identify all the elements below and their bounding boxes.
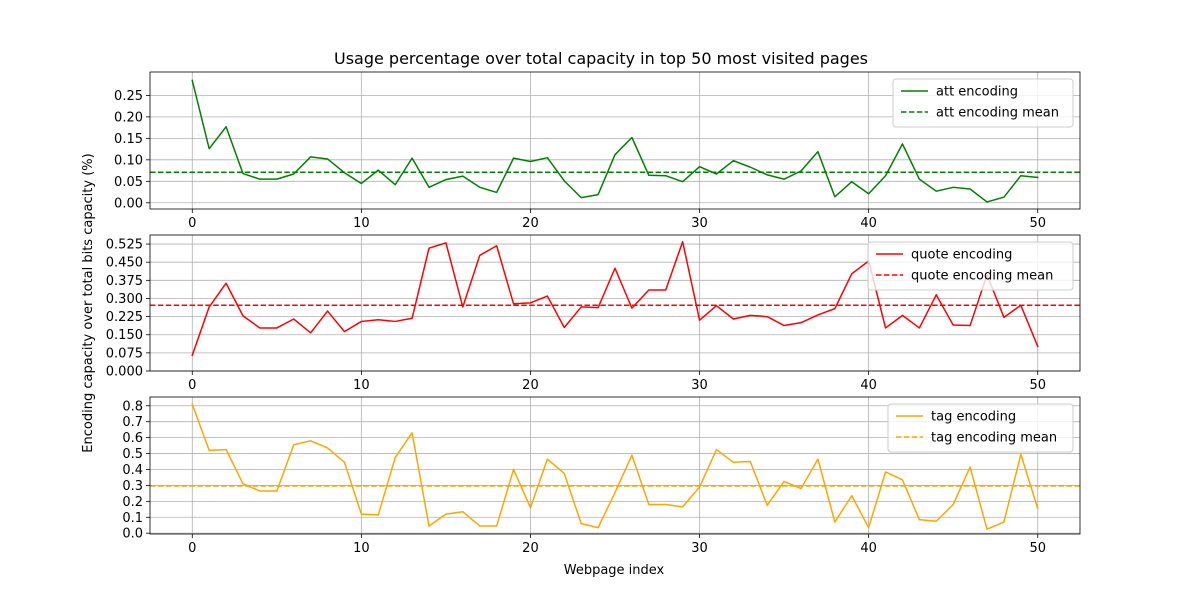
y-tick-label: 0.1 [122, 511, 143, 526]
legend-label: att encoding mean [936, 106, 1059, 121]
x-axis-ticks: 0 10 20 30 40 50 [188, 209, 1046, 231]
legend-label: quote encoding [911, 248, 1012, 263]
y-axis-ticks: 0.00.10.20.30.40.50.60.70.8 [122, 399, 150, 542]
legend-box [867, 241, 1074, 291]
y-tick-label: 0.375 [106, 274, 143, 289]
x-tick-label: 10 [353, 378, 370, 393]
x-tick-label: 20 [522, 541, 539, 556]
chart-title: Usage percentage over total capacity in … [334, 49, 868, 68]
y-tick-label: 0.450 [106, 256, 143, 271]
x-axis-ticks: 0 10 20 30 40 50 [188, 534, 1046, 556]
y-axis-label: Encoding capacity over total bits capaci… [81, 153, 96, 452]
x-tick-label: 0 [188, 541, 196, 556]
y-tick-label: 0.300 [106, 292, 143, 307]
legend: tag encoding tag encoding mean [887, 403, 1074, 453]
y-tick-label: 0.05 [114, 175, 143, 190]
legend-label: tag encoding [931, 410, 1016, 425]
series-line [191, 79, 1039, 203]
axes-frame [149, 396, 1081, 535]
legend-label: tag encoding mean [931, 431, 1057, 446]
axes-frame [149, 234, 1081, 372]
y-axis-ticks: 0.00 0.05 0.10 0.15 0.20 0.25 [114, 89, 150, 211]
y-tick-label: 0.7 [122, 415, 143, 430]
x-tick-label: 50 [1029, 541, 1046, 556]
x-axis-ticks: 0 10 20 30 40 50 [188, 371, 1046, 393]
y-tick-label: 0.6 [122, 431, 143, 446]
y-tick-label: 0.3 [122, 479, 143, 494]
x-tick-label: 20 [522, 216, 539, 231]
y-tick-label: 0.225 [106, 310, 143, 325]
x-tick-label: 40 [860, 378, 877, 393]
x-tick-label: 40 [860, 216, 877, 231]
x-tick-label: 10 [353, 541, 370, 556]
x-tick-label: 30 [691, 541, 708, 556]
y-tick-label: 0.20 [114, 110, 143, 125]
grid-lines [150, 397, 1080, 534]
y-tick-label: 0.00 [114, 196, 143, 211]
y-tick-label: 0.15 [114, 132, 143, 147]
subplot-2: 0 10 20 30 40 50 0.000 0.075 0.150 0.225 0.300 0.37… [106, 234, 1081, 393]
x-tick-label: 50 [1029, 216, 1046, 231]
y-tick-label: 0.8 [122, 399, 143, 414]
x-tick-label: 10 [353, 216, 370, 231]
series-line [191, 240, 1039, 357]
y-tick-label: 0.075 [106, 346, 143, 361]
y-tick-label: 0.5 [122, 447, 143, 462]
legend-box [892, 78, 1074, 128]
x-tick-label: 30 [691, 378, 708, 393]
x-tick-label: 40 [860, 541, 877, 556]
y-tick-label: 0.25 [114, 89, 143, 104]
x-axis-label: Webpage index [564, 563, 665, 578]
x-tick-label: 0 [188, 378, 196, 393]
subplot-3: 0 10 20 30 40 50 0.00.10.20.30.40.50.60.70.8 ta… [122, 396, 1081, 556]
series-line [191, 403, 1039, 530]
subplot-layer: 0 10 20 30 40 500.000.050.100.150.200.25 att e… [106, 71, 1081, 556]
x-tick-label: 20 [522, 378, 539, 393]
x-tick-label: 0 [188, 216, 196, 231]
legend-box [887, 403, 1074, 453]
axes-frame [149, 71, 1081, 210]
y-tick-label: 0.0 [122, 527, 143, 542]
legend: quote encoding quote encoding mean [867, 241, 1074, 291]
x-tick-label: 50 [1029, 378, 1046, 393]
y-tick-label: 0.10 [114, 153, 143, 168]
legend-label: att encoding [936, 85, 1018, 100]
y-tick-label: 0.525 [106, 238, 143, 253]
subplot-1: 0 10 20 30 40 50 0.00 0.05 0.10 0.15 0.20 0.25 att e… [114, 71, 1081, 231]
y-tick-label: 0.4 [122, 463, 143, 478]
y-tick-label: 0.150 [106, 328, 143, 343]
y-tick-label: 0.2 [122, 495, 143, 510]
y-axis-ticks: 0.000 0.075 0.150 0.225 0.300 0.375 0.450 0.525 [106, 238, 150, 380]
y-tick-label: 0.000 [106, 365, 143, 380]
legend: att encoding att encoding mean [892, 78, 1074, 128]
x-tick-label: 30 [691, 216, 708, 231]
legend-label: quote encoding mean [911, 269, 1053, 284]
